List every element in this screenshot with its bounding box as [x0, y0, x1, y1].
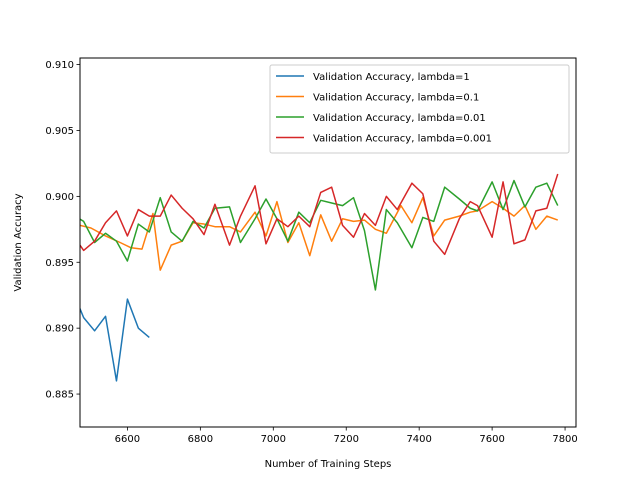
series-layer	[80, 173, 559, 382]
y-tick-label: 0.885	[45, 390, 74, 401]
x-tick-label: 7200	[334, 434, 359, 445]
legend-label: Validation Accuracy, lambda=1	[313, 72, 470, 83]
y-axis: 0.885 0.890 0.895 0.900 0.905 0.910	[45, 60, 80, 401]
x-tick-label: 7400	[406, 434, 431, 445]
legend: Validation Accuracy, lambda=1 Validation …	[269, 64, 570, 154]
plot-frame	[79, 57, 577, 428]
legend-label: Validation Accuracy, lambda=0.001	[313, 134, 492, 145]
x-axis-label: Number of Training Steps	[265, 459, 392, 470]
legend-frame	[269, 64, 570, 154]
y-tick-label: 0.890	[45, 324, 74, 335]
y-tick-label: 0.895	[45, 258, 74, 269]
legend-label: Validation Accuracy, lambda=0.1	[313, 93, 479, 104]
y-tick-label: 0.905	[45, 126, 74, 137]
series-line-validation-accuracy-lambda-0-01	[80, 179, 559, 291]
x-tick-label: 7000	[261, 434, 286, 445]
legend-label: Validation Accuracy, lambda=0.01	[313, 113, 486, 124]
series-line-validation-accuracy-lambda-0-1	[80, 196, 559, 271]
y-axis-label: Validation Accuracy	[13, 193, 24, 291]
x-tick-label: 6600	[115, 434, 140, 445]
x-tick-label: 7600	[479, 434, 504, 445]
y-tick-label: 0.900	[45, 192, 74, 203]
y-tick-label: 0.910	[45, 60, 74, 71]
series-line-validation-accuracy-lambda-0-001	[80, 173, 559, 256]
series-line-validation-accuracy-lambda-1	[80, 298, 150, 382]
x-tick-label: 6800	[188, 434, 213, 445]
x-tick-label: 7800	[552, 434, 577, 445]
x-axis: 6600 6800 7000 7200 7400 7600 7800	[115, 427, 578, 445]
